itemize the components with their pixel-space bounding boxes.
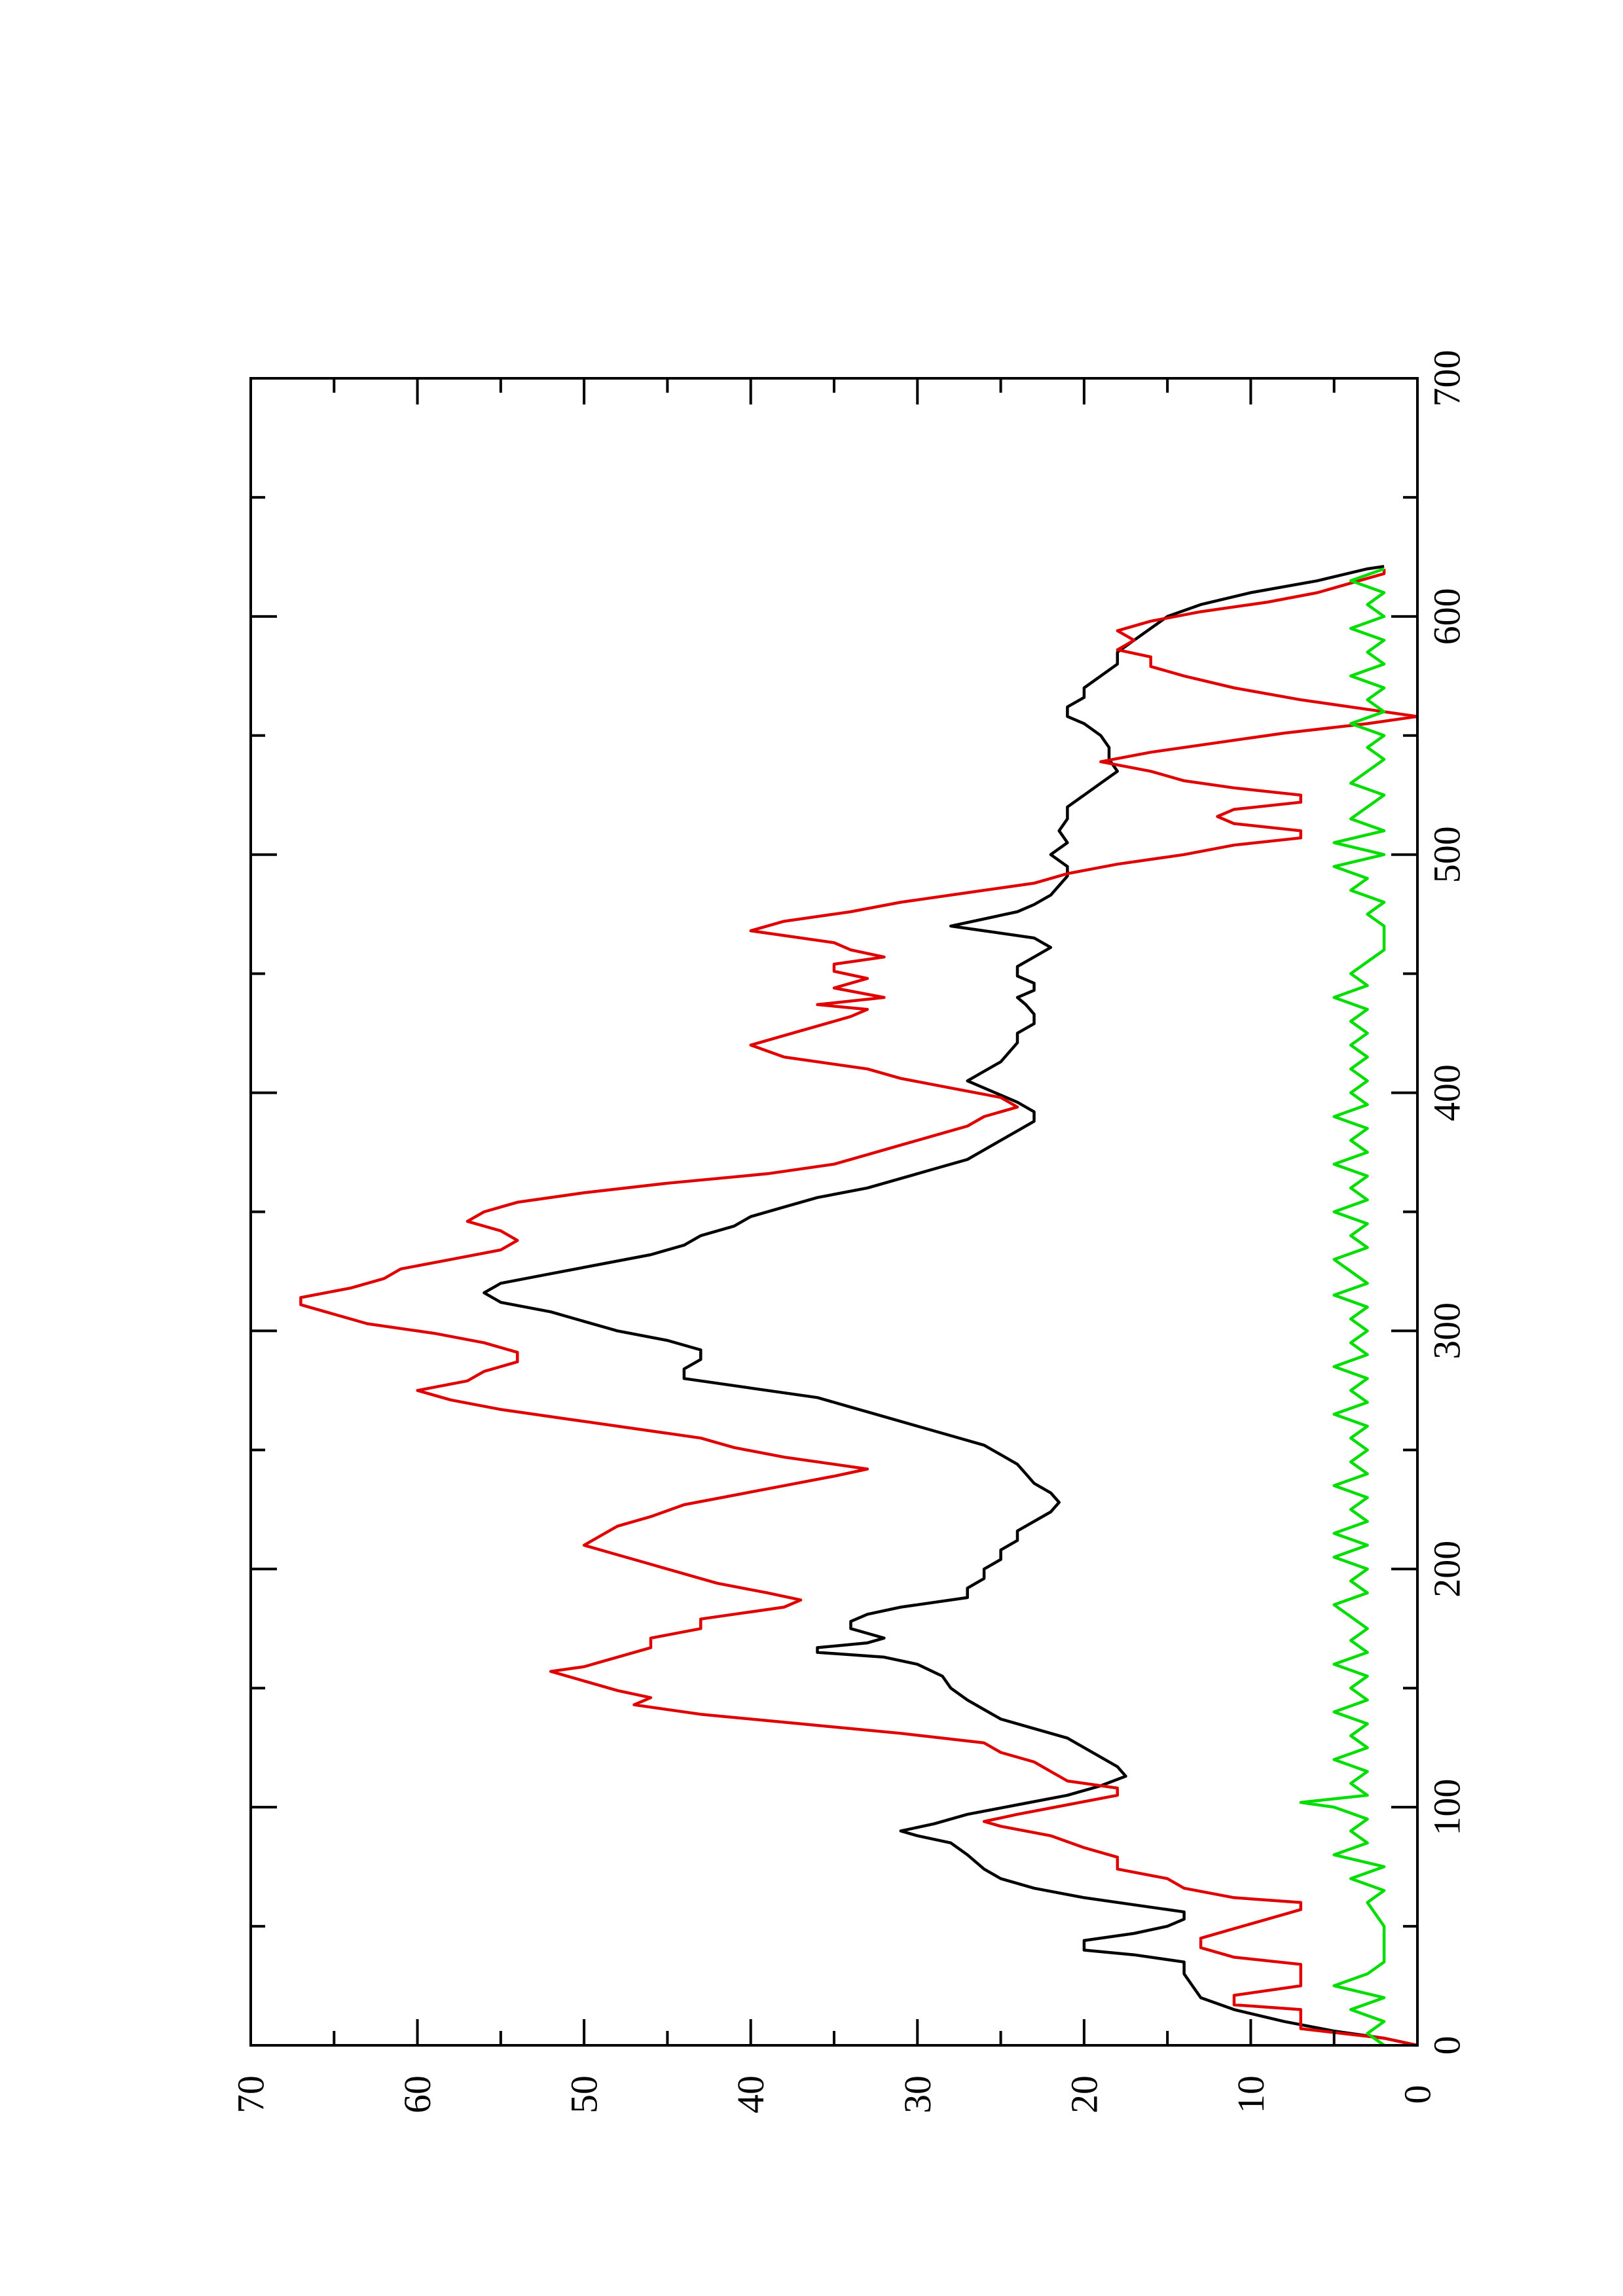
tick-layer xyxy=(249,377,1419,2047)
x-tick-label: 300 xyxy=(1426,1302,1468,1359)
series-line-3 xyxy=(1299,567,1386,2047)
y-tick-label: 30 xyxy=(896,2075,939,2113)
series-line-2 xyxy=(299,569,1419,2047)
y-tick-label: 10 xyxy=(1230,2075,1272,2113)
y-tick-label: 0 xyxy=(1396,2085,1439,2104)
x-tick-label: 200 xyxy=(1426,1541,1468,1598)
x-tick-label: 700 xyxy=(1426,350,1468,407)
x-tick-label: 500 xyxy=(1426,826,1468,883)
series-layer xyxy=(299,565,1419,2047)
x-tick-label: 0 xyxy=(1426,2036,1468,2055)
x-tick-label: 600 xyxy=(1426,588,1468,645)
plot-frame xyxy=(249,377,1419,2047)
y-tick-label: 40 xyxy=(729,2075,772,2113)
y-tick-label: 20 xyxy=(1063,2075,1105,2113)
series-line-1 xyxy=(483,565,1418,2047)
tick-label-layer: 0 100 200 300 400 500 600 700 0 10 20 30 40 50 60 70 xyxy=(230,350,1468,2114)
x-tick-label: 100 xyxy=(1426,1779,1468,1836)
x-tick-label: 400 xyxy=(1426,1064,1468,1121)
y-tick-label: 60 xyxy=(396,2075,439,2113)
y-tick-label: 50 xyxy=(563,2075,606,2113)
y-tick-label: 70 xyxy=(230,2075,272,2113)
